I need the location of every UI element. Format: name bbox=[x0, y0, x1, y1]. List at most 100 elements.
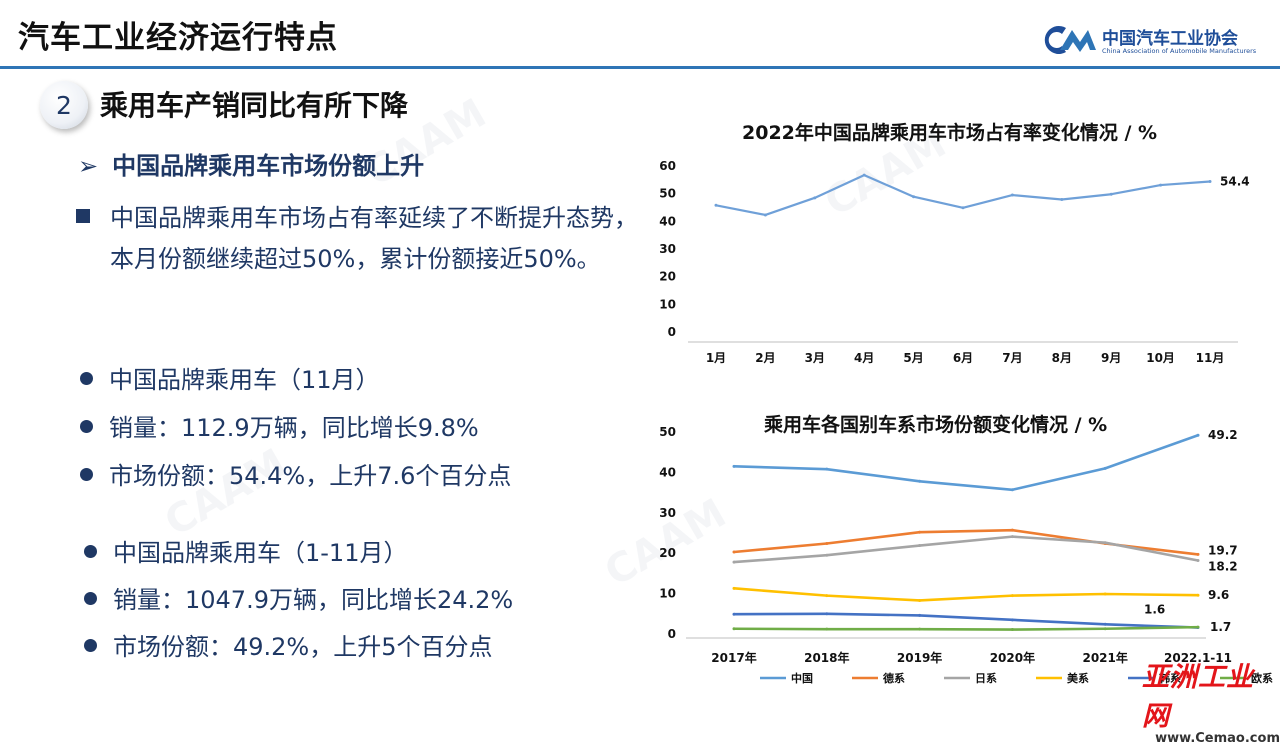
x-tick-label: 5月 bbox=[903, 351, 923, 365]
x-tick-label: 2019年 bbox=[897, 650, 942, 665]
data-point bbox=[1109, 192, 1113, 196]
data-point bbox=[1010, 528, 1014, 532]
data-point bbox=[961, 206, 965, 210]
bullet-text: 中国品牌乘用车（1-11月） bbox=[113, 539, 408, 567]
x-tick-label: 9月 bbox=[1101, 351, 1121, 365]
y-tick-label: 50 bbox=[659, 425, 676, 439]
data-point bbox=[918, 598, 922, 602]
data-point bbox=[825, 467, 829, 471]
data-label: 1.6 bbox=[1144, 603, 1165, 617]
bullet-text: 销量：1047.9万辆，同比增长24.2% bbox=[113, 586, 514, 614]
y-tick-label: 40 bbox=[659, 214, 676, 228]
data-point bbox=[732, 550, 736, 554]
x-tick-label: 2021年 bbox=[1082, 650, 1127, 665]
x-tick-label: 6月 bbox=[953, 351, 973, 365]
summary-paragraph: 中国品牌乘用车市场占有率延续了不断提升态势，本月份额继续超过50%，累计份额接近… bbox=[76, 198, 646, 280]
y-tick-label: 0 bbox=[668, 325, 676, 339]
data-point bbox=[732, 464, 736, 468]
section-title: 乘用车产销同比有所下降 bbox=[100, 89, 409, 122]
data-point bbox=[1010, 488, 1014, 492]
x-tick-label: 2022.1-11 bbox=[1164, 651, 1232, 665]
data-point bbox=[862, 173, 866, 177]
series-line-日系 bbox=[733, 535, 1199, 564]
data-point bbox=[918, 530, 922, 534]
caam-logo-icon bbox=[1044, 26, 1096, 54]
y-tick-label: 20 bbox=[659, 546, 676, 560]
section-number-badge: 2 bbox=[40, 81, 88, 129]
x-tick-label: 8月 bbox=[1052, 351, 1072, 365]
square-bullet-icon bbox=[76, 209, 90, 223]
data-point bbox=[1010, 594, 1014, 598]
data-point bbox=[813, 196, 817, 200]
data-point bbox=[912, 195, 916, 199]
data-point bbox=[732, 560, 736, 564]
data-point bbox=[825, 612, 829, 616]
data-point bbox=[918, 627, 922, 631]
data-point bbox=[1159, 183, 1163, 187]
y-tick-label: 50 bbox=[659, 187, 676, 201]
chart1-title: 2022年中国品牌乘用车市场占有率变化情况 / % bbox=[742, 122, 1158, 144]
x-tick-label: 2020年 bbox=[990, 650, 1035, 665]
data-point bbox=[825, 542, 829, 546]
arrow-bullet-icon: ➢ bbox=[78, 152, 99, 180]
bullet-item: 销量：1047.9万辆，同比增长24.2% bbox=[84, 580, 513, 615]
data-point bbox=[1103, 466, 1107, 470]
data-point bbox=[825, 627, 829, 631]
dot-bullet-icon bbox=[80, 420, 93, 433]
page-header: 汽车工业经济运行特点 中国汽车工业协会 China Association of… bbox=[0, 0, 1280, 69]
x-tick-label: 2018年 bbox=[804, 650, 849, 665]
x-tick-label: 11月 bbox=[1196, 351, 1225, 365]
country-share-chart: 0 10 20 30 40 50 2017年 2018年 2019年 2020年 2021年 2022… bbox=[659, 425, 1273, 685]
summary-text: 中国品牌乘用车市场占有率延续了不断提升态势，本月份额继续超过50%，累计份额接近… bbox=[110, 204, 638, 273]
data-point bbox=[1010, 193, 1014, 197]
data-point bbox=[1196, 625, 1200, 629]
data-point bbox=[918, 613, 922, 617]
data-point bbox=[1196, 433, 1200, 437]
data-label: 1.7 bbox=[1210, 620, 1231, 634]
legend-label: 德系 bbox=[882, 671, 905, 685]
series-line-欧系 bbox=[733, 625, 1199, 631]
legend-label: 美系 bbox=[1067, 671, 1089, 685]
site-url: www.Cemao.com bbox=[1155, 731, 1280, 746]
data-point bbox=[1196, 552, 1200, 556]
dot-bullet-icon bbox=[80, 468, 93, 481]
bullet-text: 市场份额：54.4%，上升7.6个百分点 bbox=[109, 462, 512, 490]
dot-bullet-icon bbox=[84, 545, 97, 558]
bullet-item: 市场份额：54.4%，上升7.6个百分点 bbox=[80, 456, 511, 491]
data-label: 54.4 bbox=[1220, 174, 1250, 188]
caam-logo: 中国汽车工业协会 China Association of Automobile… bbox=[1036, 20, 1276, 60]
header-divider bbox=[0, 66, 1280, 69]
x-tick-label: 2017年 bbox=[711, 650, 756, 665]
data-point bbox=[1060, 197, 1064, 201]
data-point bbox=[825, 594, 829, 598]
logo-name-en: China Association of Automobile Manufact… bbox=[1102, 47, 1257, 55]
data-label: 49.2 bbox=[1208, 428, 1238, 442]
y-tick-label: 20 bbox=[659, 270, 676, 284]
page-title: 汽车工业经济运行特点 bbox=[18, 20, 338, 56]
y-tick-label: 40 bbox=[659, 465, 676, 479]
data-point bbox=[918, 479, 922, 483]
site-name: 亚洲工业网 bbox=[1142, 662, 1254, 732]
data-point bbox=[763, 213, 767, 217]
data-point bbox=[1103, 541, 1107, 545]
bullet-item: 市场份额：49.2%，上升5个百分点 bbox=[84, 627, 493, 662]
dot-bullet-icon bbox=[84, 639, 97, 652]
bullet-item: 中国品牌乘用车（1-11月） bbox=[84, 533, 407, 568]
bullet-item: 中国品牌乘用车（11月） bbox=[80, 360, 380, 395]
y-tick-label: 60 bbox=[659, 159, 676, 173]
series-line-韩系 bbox=[733, 612, 1199, 629]
x-tick-label: 10月 bbox=[1146, 351, 1175, 365]
logo-name-cn: 中国汽车工业协会 bbox=[1102, 29, 1238, 49]
data-point bbox=[1103, 622, 1107, 626]
site-watermark: 亚洲工业网 www.Cemao.com bbox=[1142, 655, 1280, 746]
data-point bbox=[732, 627, 736, 631]
legend-label: 欧系 bbox=[1251, 671, 1273, 685]
x-tick-label: 1月 bbox=[706, 351, 726, 365]
data-point bbox=[1103, 627, 1107, 631]
data-point bbox=[1010, 628, 1014, 632]
dot-bullet-icon bbox=[80, 372, 93, 385]
chart2-title: 乘用车各国别车系市场份额变化情况 / % bbox=[764, 414, 1108, 436]
data-point bbox=[732, 586, 736, 590]
x-tick-label: 4月 bbox=[854, 351, 874, 365]
data-point bbox=[732, 612, 736, 616]
